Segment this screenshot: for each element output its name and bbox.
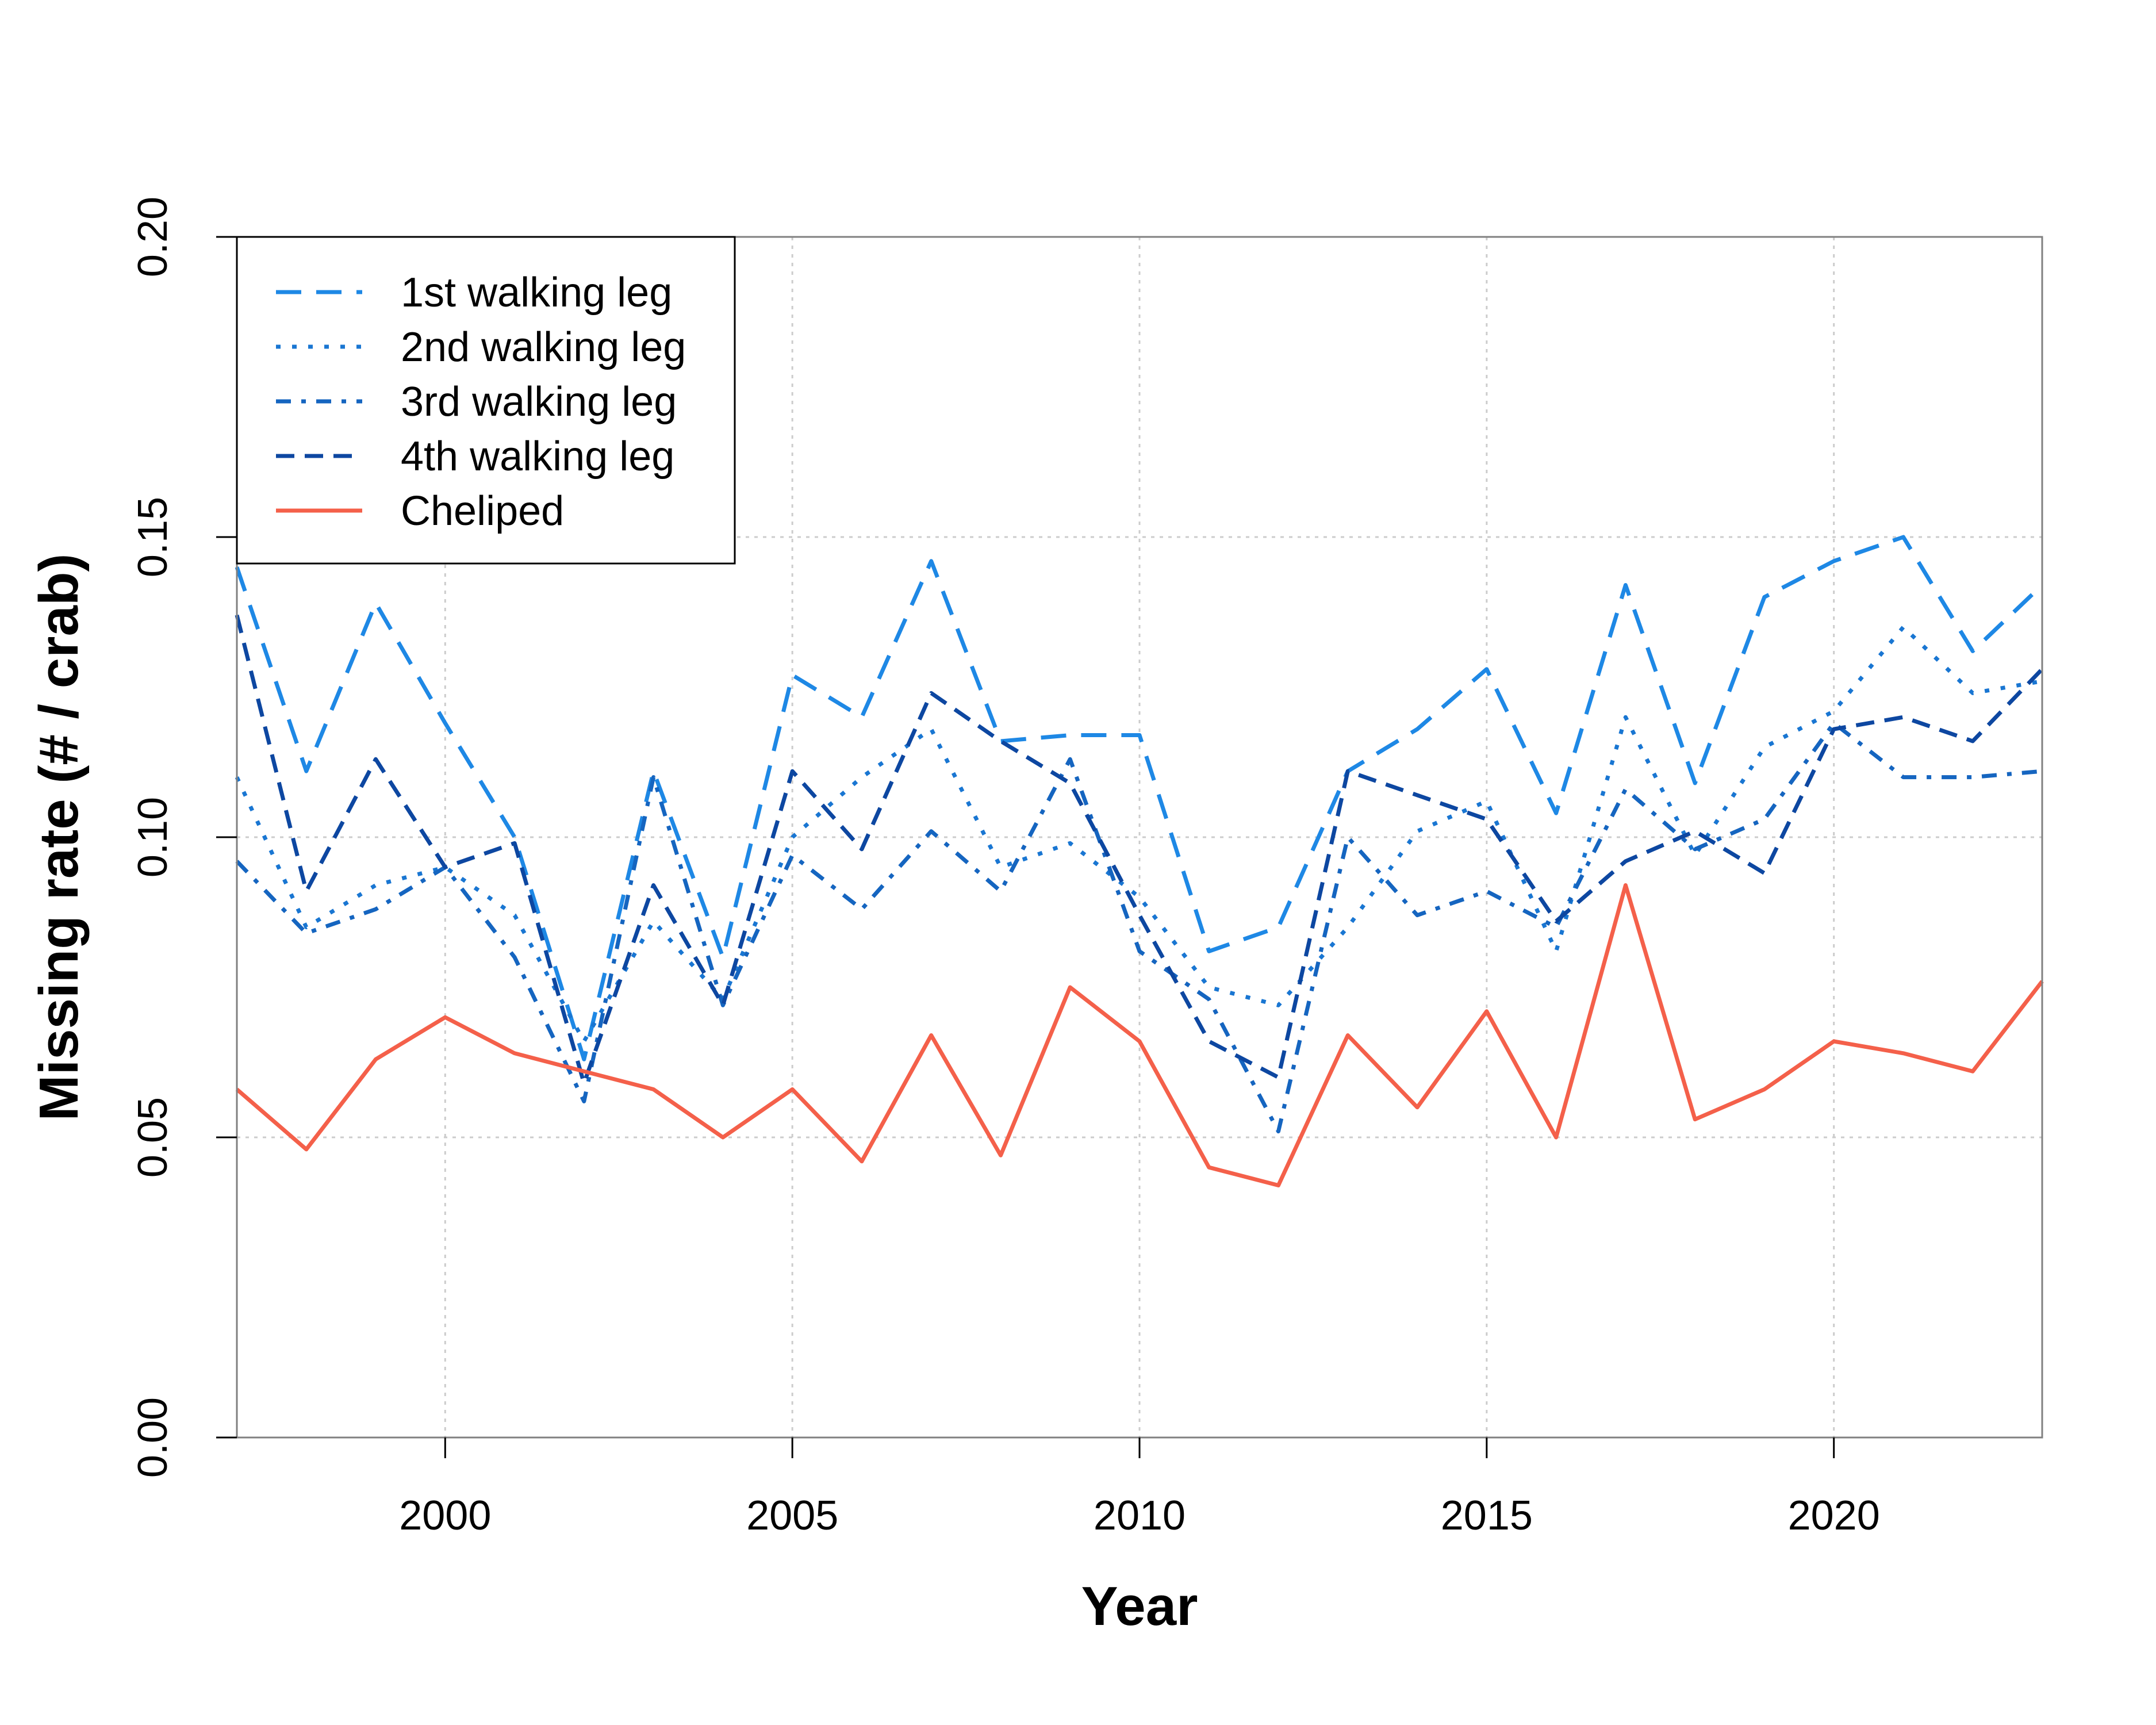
legend-label: 4th walking leg [401, 434, 674, 480]
x-tick-label: 2015 [1441, 1493, 1533, 1539]
series-line-3 [235, 721, 2043, 1134]
x-tick-label: 2005 [746, 1493, 838, 1539]
x-axis-title: Year [1081, 1575, 1198, 1637]
axes: 2000 2005 2010 2015 2020 0.00 0.05 0.10 0.15 0.20 [130, 197, 1880, 1539]
y-tick-label: 0.05 [130, 1097, 176, 1178]
series-line-5 [235, 883, 2044, 1187]
legend: 1st walking leg 2nd walking leg 3rd walkin… [236, 236, 736, 565]
x-tick-label: 2000 [399, 1493, 491, 1539]
series-line-2 [235, 625, 2043, 1044]
series-lines [235, 535, 2044, 1187]
y-tick-label: 0.10 [130, 797, 176, 877]
y-tick-label: 0.15 [130, 497, 176, 577]
legend-label: 1st walking leg [401, 270, 672, 316]
y-tick-label: 0.00 [130, 1397, 176, 1478]
x-tick-label: 2010 [1094, 1493, 1186, 1539]
series-line-1 [235, 535, 2044, 1061]
y-axis-title: Missing rate (# / crab) [28, 554, 90, 1121]
legend-label: 2nd walking leg [401, 324, 686, 370]
legend-label: Cheliped [401, 488, 564, 534]
x-tick-label: 2020 [1788, 1493, 1880, 1539]
y-tick-label: 0.20 [130, 197, 176, 277]
series-line-4 [235, 614, 2044, 1086]
legend-label: 3rd walking leg [401, 379, 677, 425]
